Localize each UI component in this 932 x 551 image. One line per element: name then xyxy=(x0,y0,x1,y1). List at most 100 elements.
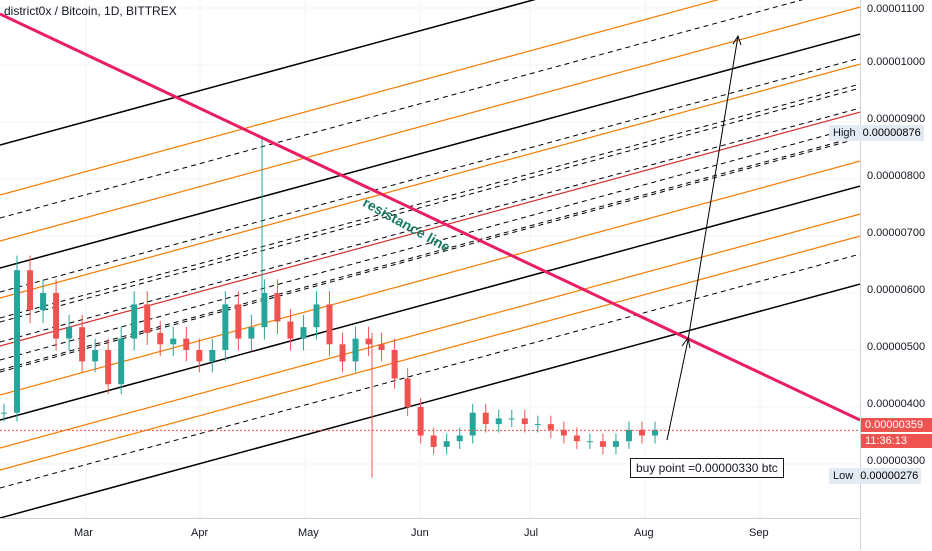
channel-line xyxy=(0,283,860,518)
candle-body xyxy=(261,293,268,328)
candle-body xyxy=(53,293,60,339)
channel-line xyxy=(0,0,720,196)
candle-body xyxy=(105,350,112,385)
candle-body xyxy=(118,338,125,385)
candle-body xyxy=(326,304,333,345)
channel-line xyxy=(0,213,860,449)
channel-line xyxy=(0,137,860,373)
price-tick: 0.00000800 xyxy=(867,170,926,182)
price-tick: 0.00000900 xyxy=(867,113,926,125)
overlay-lines xyxy=(0,12,860,441)
price-tick: 0.00001100 xyxy=(867,3,925,15)
arrow-head xyxy=(681,336,691,349)
candle-body xyxy=(170,338,177,345)
candle-body xyxy=(1,412,7,414)
candle-body xyxy=(430,435,437,447)
arrow-head xyxy=(732,34,742,46)
candle-body xyxy=(469,412,476,436)
price-axis[interactable]: 0.00001100 0.00001000 0.00000900 0.00000… xyxy=(829,0,932,550)
candle-body xyxy=(287,321,294,339)
channel-line xyxy=(0,57,860,293)
current-price-tag: 0.00000359 xyxy=(861,418,932,432)
price-tick: 0.00000700 xyxy=(867,227,926,239)
chart-area[interactable]: district0x / Bitcoin, 1D, BITTREX resist… xyxy=(0,0,860,518)
candle-body xyxy=(131,304,138,339)
channel-line xyxy=(0,87,860,323)
candle-body xyxy=(482,412,489,425)
price-tick: 0.00000400 xyxy=(867,398,926,410)
low-label: Low xyxy=(829,468,858,484)
channel-line xyxy=(0,135,860,371)
price-tick: 0.00000600 xyxy=(867,284,926,296)
low-value: 0.00000276 xyxy=(857,468,922,484)
price-tick: 0.00000500 xyxy=(867,341,926,353)
high-tag: High 0.00000876 xyxy=(829,125,924,141)
channel-line xyxy=(0,111,860,347)
candle-body xyxy=(66,327,73,339)
candle-body xyxy=(599,441,606,447)
candle-body xyxy=(508,418,515,420)
candle-body xyxy=(391,350,398,379)
time-label: Aug xyxy=(634,527,654,539)
candle-body xyxy=(404,378,411,407)
candle-body xyxy=(248,327,255,339)
price-tick: 0.00000300 xyxy=(867,455,926,467)
channel-line xyxy=(0,6,860,242)
candle-body xyxy=(274,293,281,322)
resistance-line xyxy=(0,12,860,422)
candle-body xyxy=(417,407,424,436)
candle-body xyxy=(209,350,216,362)
channel-line xyxy=(0,33,860,269)
candle-body xyxy=(378,344,385,350)
candle-body xyxy=(92,350,99,362)
high-value: 0.00000876 xyxy=(859,125,924,141)
candle-body xyxy=(79,327,86,362)
price-chart[interactable] xyxy=(0,0,860,518)
time-label: Sep xyxy=(749,527,769,539)
candle-body xyxy=(443,441,450,447)
channel-line xyxy=(0,83,860,319)
candle-body xyxy=(157,332,164,345)
time-label: Jul xyxy=(524,527,539,539)
candle-body xyxy=(222,304,229,350)
projection-arrow xyxy=(666,339,689,441)
channel-line xyxy=(0,63,860,299)
chart-title: district0x / Bitcoin, 1D, BITTREX xyxy=(4,4,177,18)
candle-body xyxy=(27,270,34,311)
low-tag: Low 0.00000276 xyxy=(829,468,922,484)
candle-body xyxy=(339,344,346,362)
time-label: Apr xyxy=(191,527,209,539)
channel-lines xyxy=(0,0,860,518)
candle-body xyxy=(586,441,593,443)
candle-body xyxy=(300,327,307,339)
channel-line xyxy=(0,253,860,489)
high-label: High xyxy=(829,125,860,141)
candle-body xyxy=(625,429,632,442)
projection-arrow xyxy=(687,35,739,341)
candle-body xyxy=(652,429,658,436)
channel-line xyxy=(0,107,860,343)
candle-body xyxy=(313,304,320,328)
buy-point-callout[interactable]: buy point =0.00000330 btc xyxy=(630,458,784,478)
candle-body xyxy=(560,429,567,436)
channel-line xyxy=(0,0,804,219)
channel-line xyxy=(0,0,536,146)
candle-body xyxy=(144,304,151,333)
candle-body xyxy=(183,338,190,350)
candle-body xyxy=(365,338,372,345)
candle-body xyxy=(40,293,47,311)
bar-countdown: 11:36:13 xyxy=(861,434,932,448)
candle-body xyxy=(14,270,21,413)
time-label: Mar xyxy=(74,527,93,539)
candle-body xyxy=(612,441,619,447)
candle-body xyxy=(495,418,502,425)
candle-body xyxy=(196,350,203,362)
price-tick: 0.00001000 xyxy=(867,56,926,68)
candle-body xyxy=(456,435,463,442)
candle-body xyxy=(534,424,541,426)
candle-body xyxy=(638,429,645,436)
time-label: May xyxy=(298,527,319,539)
channel-line xyxy=(0,160,860,396)
time-label: Jun xyxy=(411,527,429,539)
time-axis[interactable]: Mar Apr May Jun Jul Aug Sep xyxy=(0,518,860,551)
